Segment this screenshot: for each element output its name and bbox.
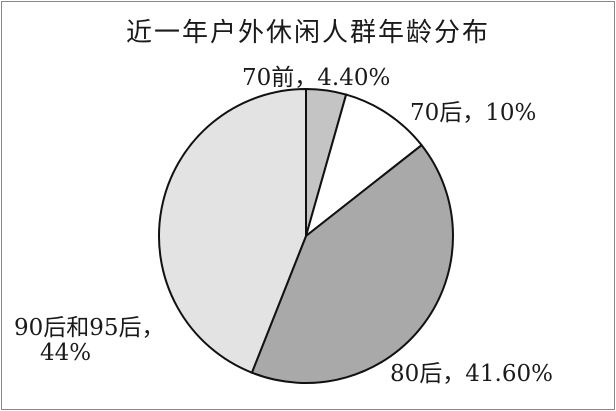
slice-70s xyxy=(304,93,423,239)
label-80s: 80后，41.60% xyxy=(390,361,553,387)
slice-90s-95s xyxy=(158,87,307,374)
label-90s-95s-line2: 44% xyxy=(40,340,92,366)
label-70-before: 70前，4.40% xyxy=(242,65,391,91)
label-90s-95s-line1: 90后和95后， xyxy=(14,315,165,341)
chart-title: 近一年户外休闲人群年龄分布 xyxy=(125,18,490,48)
slice-80s xyxy=(250,143,454,384)
label-70s: 70后，10% xyxy=(410,100,537,126)
